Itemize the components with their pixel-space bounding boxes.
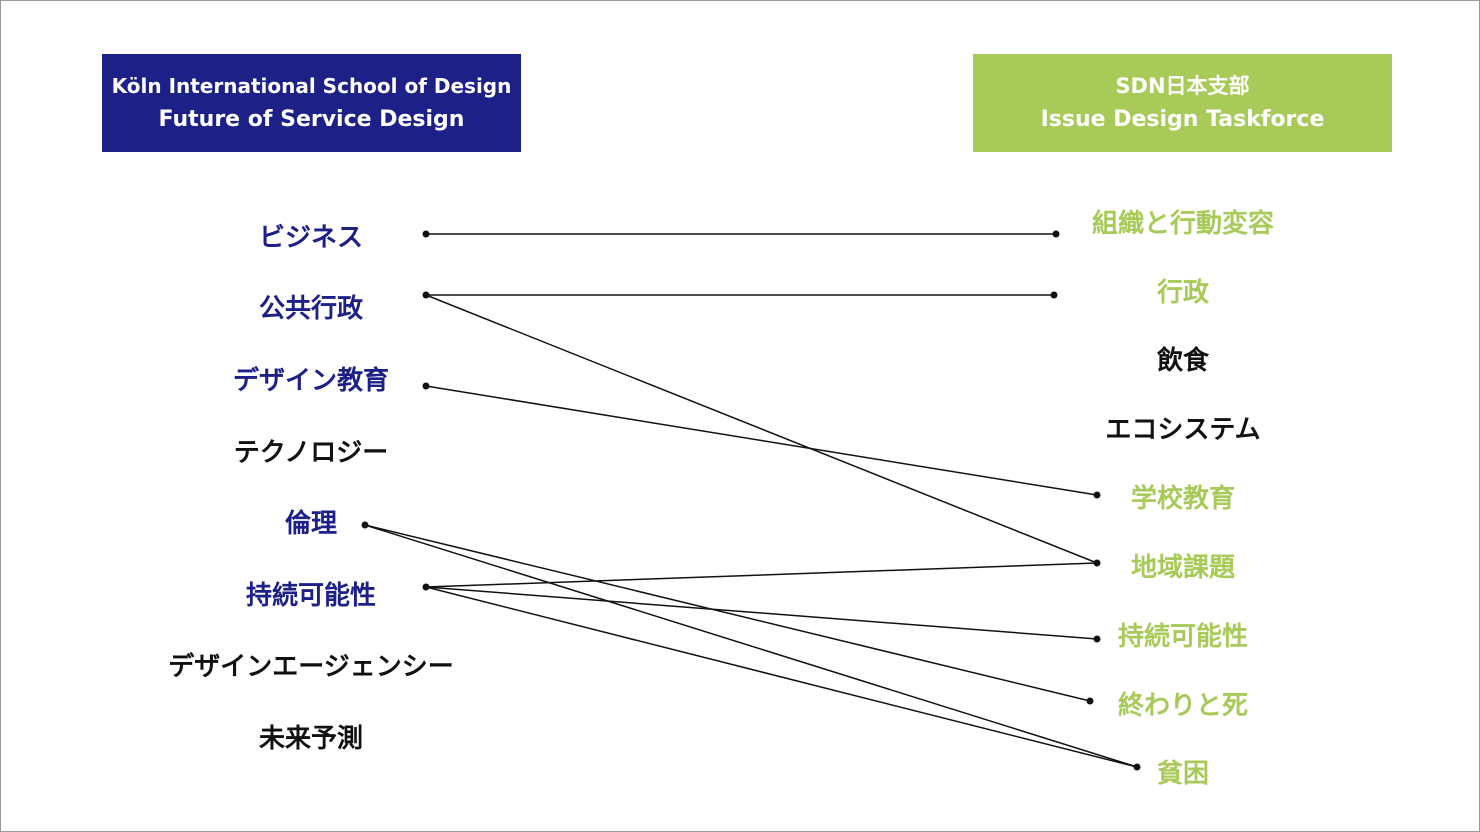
connector-dot — [1050, 291, 1058, 299]
connector-line — [425, 294, 1098, 564]
right-header-line2: Issue Design Taskforce — [1040, 107, 1325, 132]
left-item: デザインエージェンシー — [168, 652, 454, 682]
right-item: 学校教育 — [1130, 484, 1236, 514]
connector-line — [364, 524, 1091, 702]
left-item: ビジネス — [258, 223, 364, 253]
connector-dot — [1086, 697, 1094, 705]
left-item: 未来予測 — [258, 724, 364, 754]
connector-dot — [361, 521, 369, 529]
right-item: 地域課題 — [1130, 553, 1236, 583]
left-item: デザイン教育 — [232, 366, 390, 396]
connector-line — [425, 385, 1098, 496]
right-item: 終わりと死 — [1117, 691, 1249, 721]
connector-dot — [1133, 763, 1141, 771]
right-item: 行政 — [1156, 278, 1210, 308]
right-item: 飲食 — [1156, 346, 1210, 376]
right-header: SDN日本支部 Issue Design Taskforce — [973, 54, 1392, 152]
connector-dot — [1093, 559, 1101, 567]
connector-line — [425, 586, 1098, 640]
left-item: テクノロジー — [233, 438, 389, 468]
connector-dot — [1093, 635, 1101, 643]
connector-dot — [1093, 491, 1101, 499]
right-header-line1: SDN日本支部 — [1115, 74, 1250, 98]
right-item: エコシステム — [1105, 415, 1261, 445]
left-header-line2: Future of Service Design — [158, 107, 465, 132]
right-item: 組織と行動変容 — [1091, 209, 1275, 239]
right-item: 持続可能性 — [1117, 622, 1249, 652]
left-header-line1: Köln International School of Design — [111, 74, 512, 98]
left-item: 持続可能性 — [245, 581, 377, 611]
left-header: Köln International School of Design Futu… — [102, 54, 521, 152]
connector-dot — [422, 382, 430, 390]
connector-line — [425, 562, 1098, 588]
left-item: 公共行政 — [258, 294, 364, 324]
connector-line — [364, 524, 1138, 768]
connector-dot — [422, 230, 430, 238]
connector-dot — [422, 583, 430, 591]
left-item: 倫理 — [284, 509, 338, 539]
right-item: 貧困 — [1156, 759, 1210, 789]
connector-dot — [422, 291, 430, 299]
connector-dot — [1052, 230, 1060, 238]
connector-line — [425, 586, 1138, 768]
